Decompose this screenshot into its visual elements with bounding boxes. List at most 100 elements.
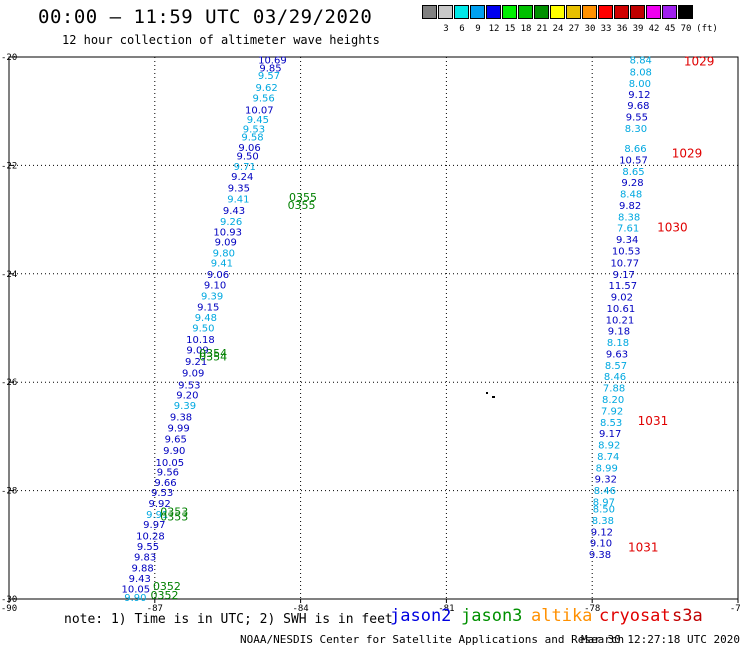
time-label: 0355 (289, 191, 317, 204)
wave-height-label: 10.69 (258, 56, 287, 67)
time-label: 0353 (160, 511, 188, 524)
wave-height-label: 9.82 (619, 201, 641, 212)
scale-label: 45 (664, 24, 676, 34)
wave-height-label: 9.09 (182, 368, 204, 379)
wave-height-label: 8.48 (620, 190, 642, 201)
scale-swatch (550, 5, 565, 19)
wave-height-label: 9.66 (154, 478, 176, 489)
wave-height-label: 10.21 (606, 315, 635, 326)
wave-height-label: 9.32 (595, 475, 617, 486)
scale-swatch (454, 5, 469, 19)
wave-height-label: 9.56 (157, 468, 179, 479)
time-label: 0352 (151, 589, 179, 602)
wave-height-label: 8.84 (630, 56, 652, 67)
scale-swatch (422, 5, 437, 19)
wave-height-label: 9.50 (192, 323, 214, 334)
timestamp: Mar 30 12:27:18 UTC 2020 (581, 633, 740, 646)
wave-height-label: 9.41 (227, 194, 249, 205)
wave-height-label: 9.92 (149, 499, 171, 510)
time-label: 0354 (199, 347, 227, 360)
wave-height-label: 10.07 (245, 106, 274, 117)
wave-height-label: 10.05 (156, 458, 185, 469)
wave-height-label: 8.92 (598, 441, 620, 452)
scale-swatch (502, 5, 517, 19)
wave-height-label: 10.53 (612, 246, 641, 257)
wave-height-label: 10.05 (122, 585, 151, 596)
wave-height-label: 9.90 (124, 593, 146, 604)
y-tick-label: -26 (1, 378, 17, 388)
wave-height-label: 9.10 (204, 281, 226, 292)
wave-height-label: 9.20 (176, 391, 198, 402)
page-title: 00:00 – 11:59 UTC 03/29/2020 (38, 6, 373, 28)
wave-height-label: 8.99 (596, 463, 618, 474)
wave-height-label: 9.39 (201, 291, 223, 302)
wave-height-label: 9.28 (621, 178, 643, 189)
x-tick-label: -87 (147, 604, 163, 614)
wave-height-label: 7.61 (617, 224, 639, 235)
wave-height-label: 10.57 (619, 155, 648, 166)
wave-height-label: 9.65 (165, 435, 187, 446)
mission-jason3: jason3 (461, 606, 523, 626)
wave-height-label: 9.10 (590, 539, 612, 550)
wave-height-label: 9.91 (146, 510, 168, 521)
wave-height-label: 9.21 (185, 357, 207, 368)
pressure-labels: 1029 1029 1030 1031 1031 (628, 54, 714, 554)
wave-height-label: 8.46 (594, 486, 616, 497)
scale-swatch (598, 5, 613, 19)
wave-height-label: 10.93 (213, 228, 242, 239)
wave-height-label: 8.50 (593, 504, 615, 515)
wave-height-label: 8.53 (600, 418, 622, 429)
wave-height-label: 11.57 (608, 281, 637, 292)
scale-label: 15 (504, 24, 516, 34)
wave-height-label: 9.35 (228, 184, 250, 195)
wave-height-label: 10.18 (186, 335, 215, 346)
x-tick-label: -84 (292, 604, 308, 614)
wave-height-label: 9.41 (211, 258, 233, 269)
wave-height-labels: 10.699.859.579.629.5610.079.459.539.589.… (122, 56, 652, 604)
scale-label: 39 (632, 24, 644, 34)
y-tick-label: -22 (1, 161, 17, 171)
scale-swatch (566, 5, 581, 19)
time-label: 0352 (153, 580, 181, 593)
y-tick-label: -28 (1, 487, 17, 497)
wave-height-label: 8.08 (630, 68, 652, 79)
y-tick-label: -20 (1, 53, 17, 63)
pressure-label: 1029 (684, 54, 715, 68)
wave-height-label: 8.66 (624, 144, 646, 155)
wave-height-label: 9.80 (213, 249, 235, 260)
credit-line: NOAA/NESDIS Center for Satellite Applica… (240, 633, 625, 646)
scale-swatch (582, 5, 597, 19)
page-subtitle: 12 hour collection of altimeter wave hei… (62, 33, 380, 47)
wave-height-label: 8.97 (593, 497, 615, 508)
mission-cryosat: cryosat (599, 606, 671, 626)
wave-height-label: 9.63 (606, 349, 628, 360)
scale-swatch (662, 5, 677, 19)
wave-height-label: 9.18 (608, 327, 630, 338)
wave-height-label: 9.68 (627, 101, 649, 112)
scale-label: 6 (459, 24, 465, 34)
wave-height-label: 9.17 (599, 429, 621, 440)
wave-height-label: 9.12 (591, 527, 613, 538)
scale-label: 27 (568, 24, 580, 34)
wave-height-label: 9.88 (132, 564, 154, 575)
wave-height-label: 8.65 (622, 167, 644, 178)
wave-height-label: 10.28 (136, 532, 165, 543)
wave-height-label: 9.26 (220, 217, 242, 228)
scale-swatch (614, 5, 629, 19)
grid (9, 57, 738, 599)
scale-label: 18 (520, 24, 532, 34)
wave-height-label: 8.18 (607, 338, 629, 349)
x-tick-label: -75 (730, 604, 740, 614)
wave-height-label: 9.45 (247, 115, 269, 126)
wave-height-label: 9.55 (137, 542, 159, 553)
wave-height-label: 9.53 (243, 125, 265, 136)
scale-swatch (518, 5, 533, 19)
wave-height-label: 9.62 (255, 83, 277, 94)
wave-height-label: 9.24 (231, 172, 253, 183)
scale-swatch (630, 5, 645, 19)
scale-unit: (ft) (696, 24, 718, 34)
wave-height-label: 9.83 (134, 553, 156, 564)
scale-label: 33 (600, 24, 612, 34)
